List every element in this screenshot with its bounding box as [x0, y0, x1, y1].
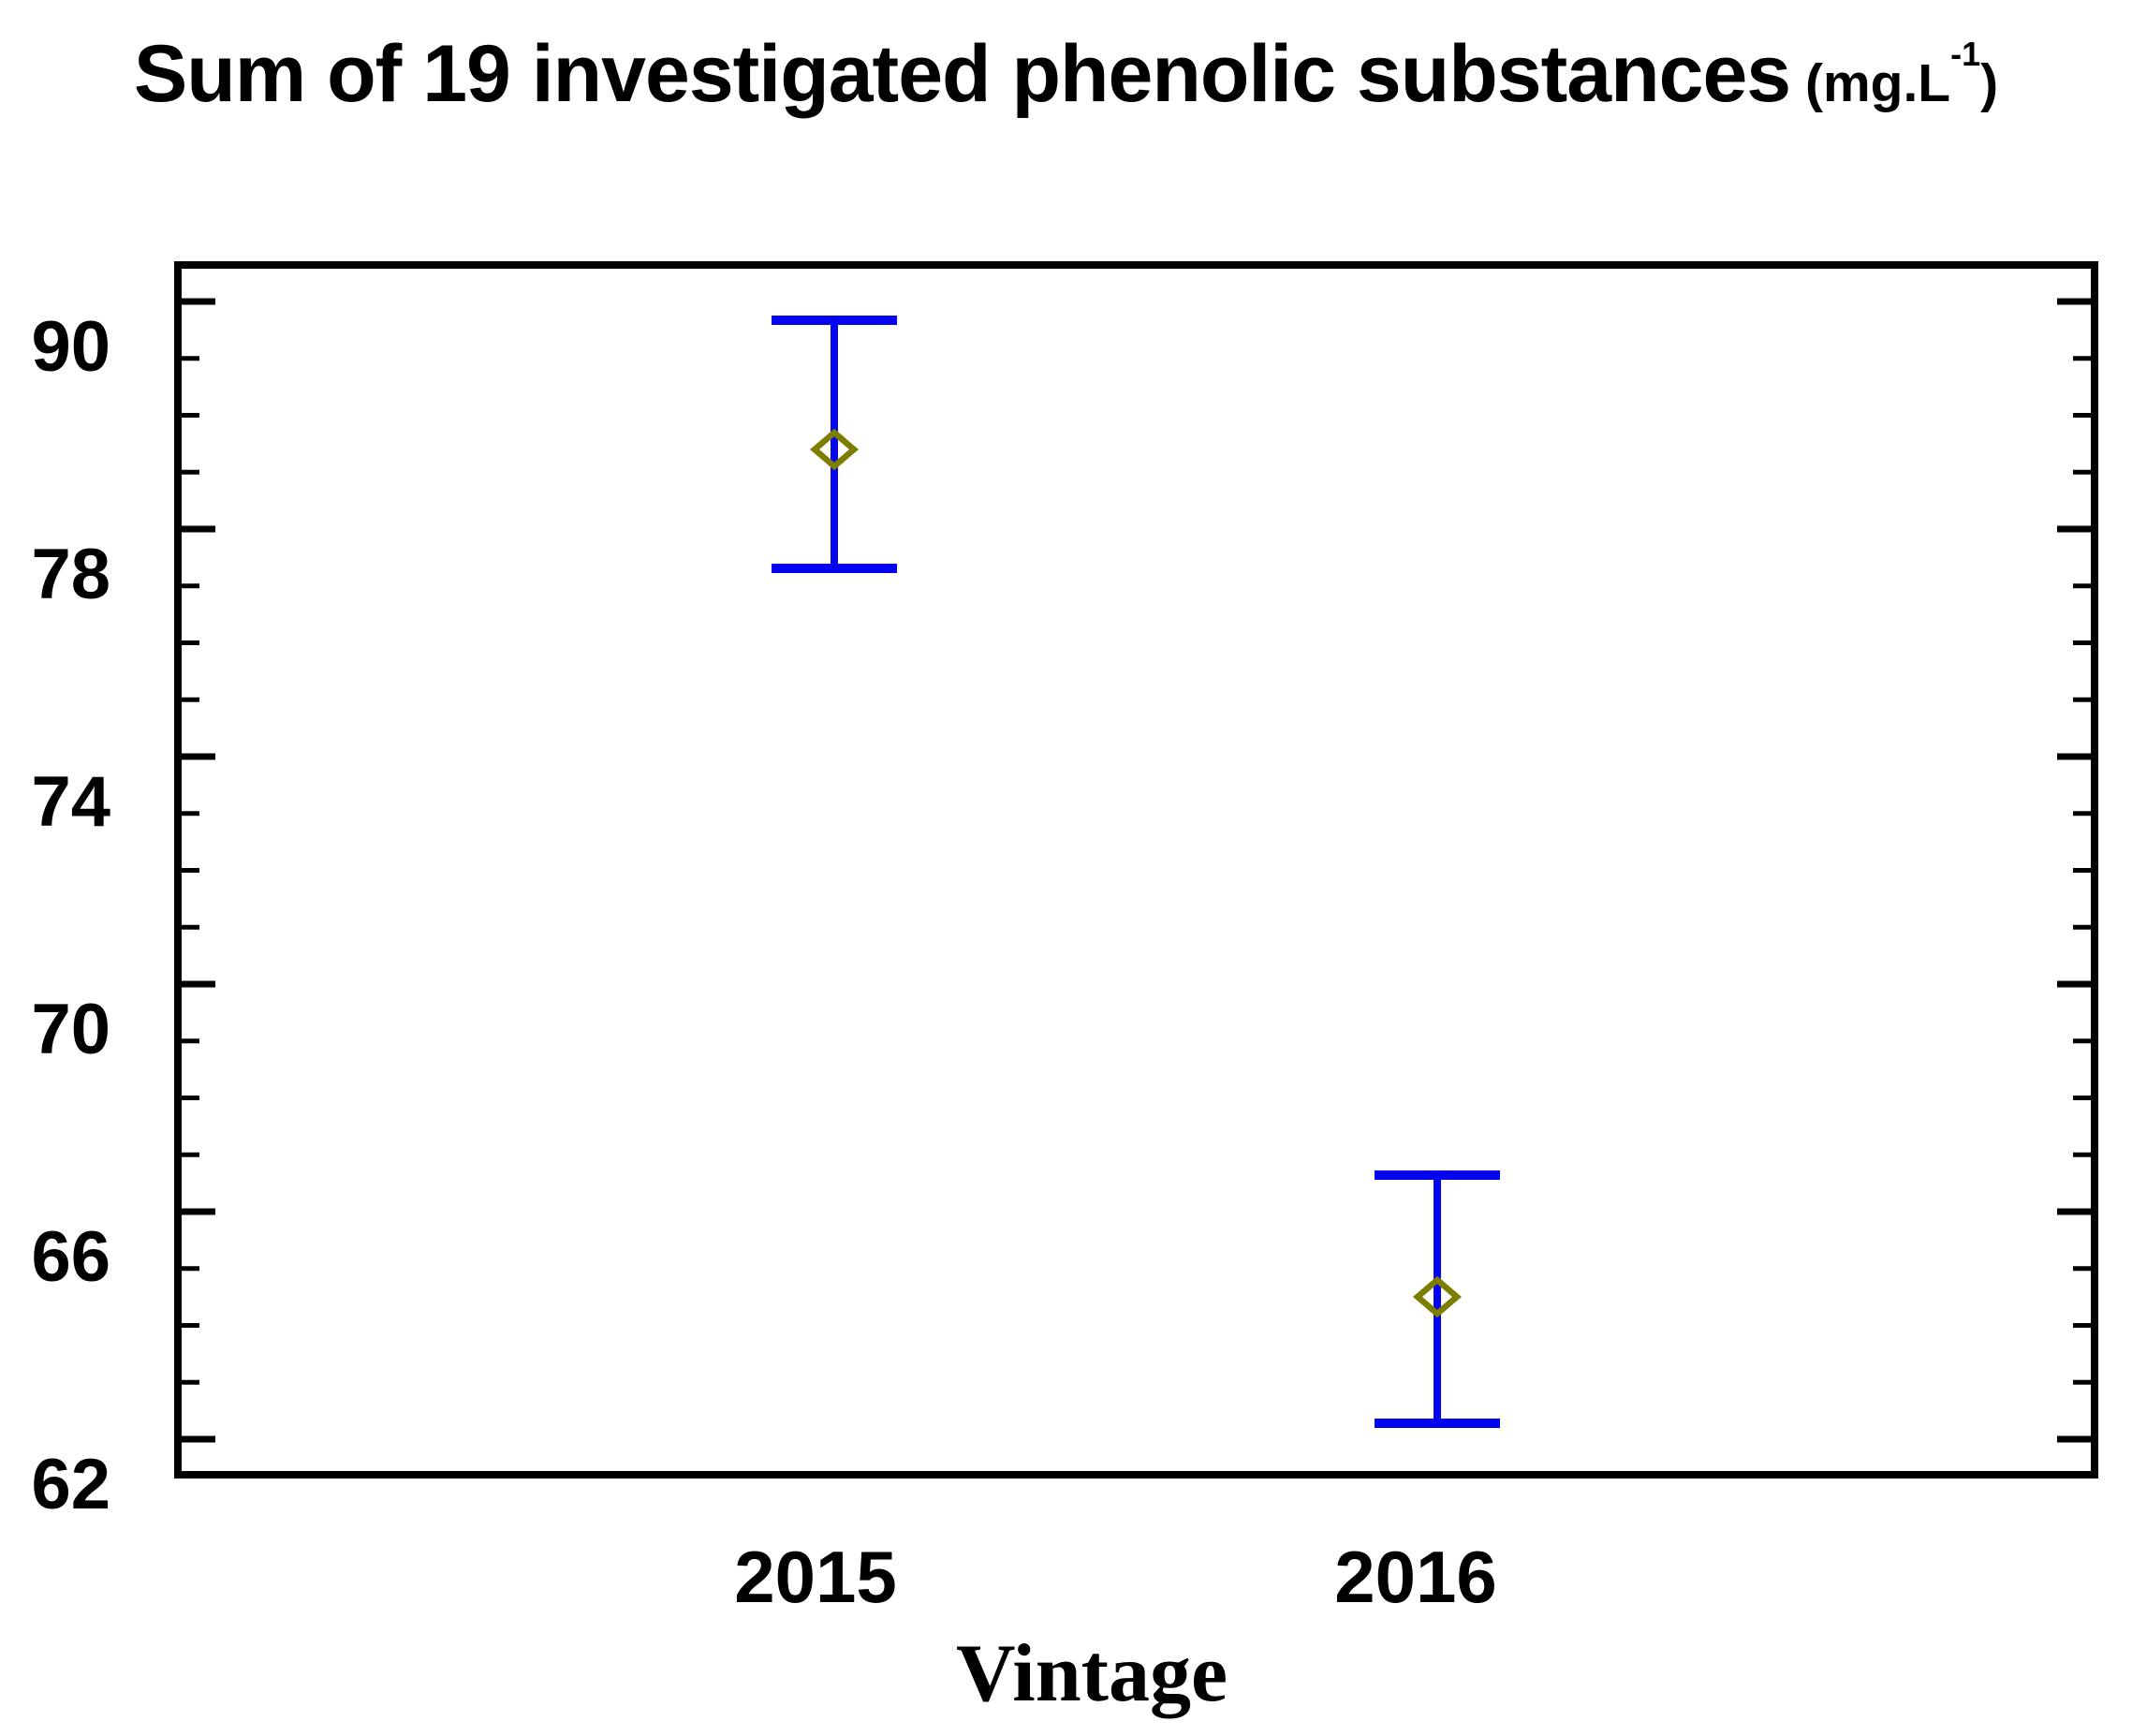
y-tick-label-78: 78 [31, 535, 110, 614]
y-tick-label-62: 62 [31, 1445, 110, 1524]
chart-title-unit-superscript: -1 [1950, 35, 1981, 73]
y-tick-label-66: 66 [31, 1217, 110, 1297]
chart-title-main: Sum of 19 investigated phenolic substanc… [133, 29, 1791, 119]
mean-diamond-marker-2016 [1413, 1275, 1462, 1318]
x-tick-label-2015: 2015 [734, 1536, 897, 1618]
x-tick-label-2016: 2016 [1334, 1536, 1497, 1618]
chart-title-unit-suffix: ) [1980, 53, 1999, 113]
y-tick-label-70: 70 [31, 990, 110, 1069]
chart-title-unit: (mg.L-1) [1790, 35, 1999, 113]
x-axis-title: Vintage [955, 1628, 1228, 1719]
y-tick-label-74: 74 [31, 762, 110, 842]
plot-frame [174, 261, 2098, 1479]
chart-title: Sum of 19 investigated phenolic substanc… [0, 6, 2132, 146]
y-tick-label-90: 90 [31, 307, 110, 387]
mean-diamond-marker-2015 [810, 428, 859, 471]
chart-title-unit-prefix: (mg.L [1790, 53, 1951, 113]
